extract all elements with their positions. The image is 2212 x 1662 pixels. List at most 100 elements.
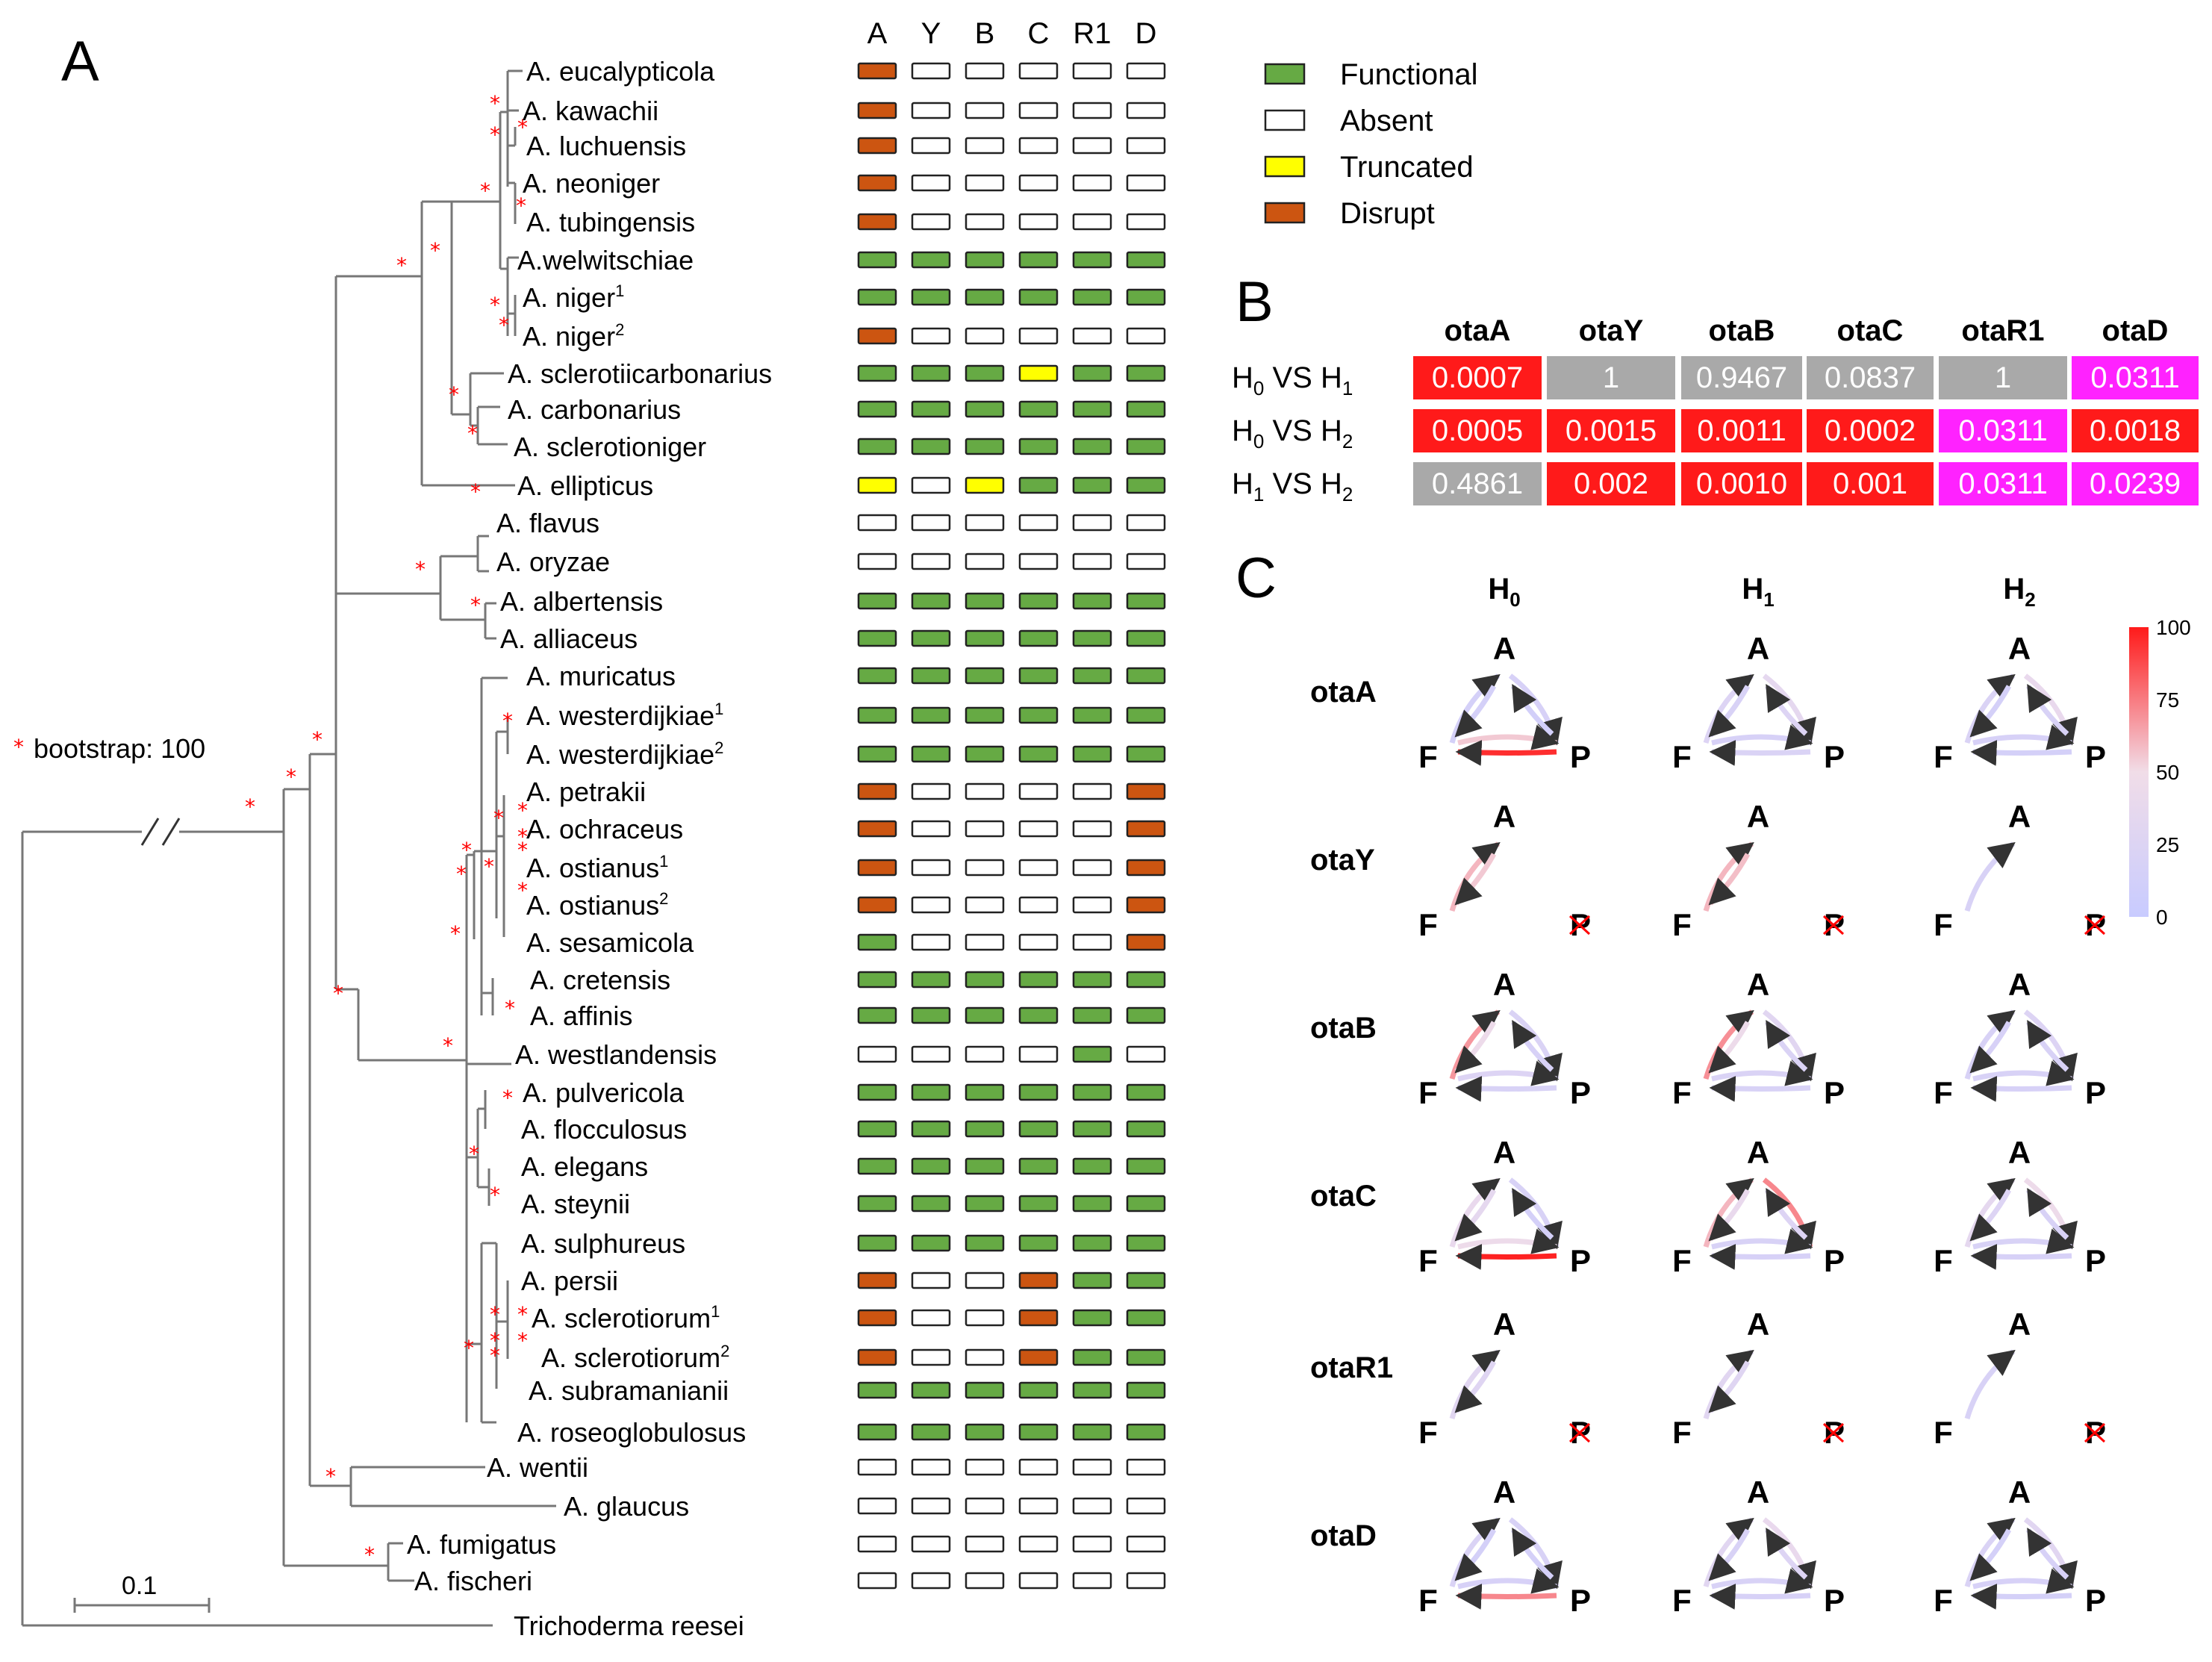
transition-network: A F P	[1672, 967, 1845, 1110]
legend-swatch	[1264, 202, 1306, 224]
taxon-label: A. westlandensis	[515, 1039, 717, 1070]
transition-arrow	[1970, 1243, 2072, 1270]
status-cell	[1126, 1423, 1166, 1441]
status-cell	[1072, 364, 1112, 382]
status-cell	[1072, 476, 1112, 494]
status-cell	[1018, 1157, 1059, 1175]
table-cell	[2072, 462, 2199, 505]
taxon-label: A. persii	[521, 1266, 618, 1296]
transition-arrow	[1457, 1228, 1560, 1254]
node-p-label: P	[1824, 1075, 1845, 1110]
table-row-label: H1 VS H2	[1232, 467, 1353, 505]
status-cell	[1018, 859, 1059, 877]
node-p-label: P	[1570, 739, 1591, 774]
bootstrap-star-icon: *	[484, 854, 494, 879]
status-cell	[1126, 1572, 1166, 1590]
taxon-label: A. ochraceus	[526, 814, 683, 844]
status-cell	[1018, 1381, 1059, 1399]
legend-swatch	[1264, 155, 1306, 178]
status-cell	[1126, 62, 1166, 80]
bootstrap-star-icon: *	[286, 765, 296, 789]
node-p-label: P	[2085, 1583, 2106, 1618]
bootstrap-star-icon: *	[245, 794, 255, 819]
status-cell	[857, 1157, 897, 1175]
status-cell	[911, 896, 951, 914]
status-cell	[1018, 1572, 1059, 1590]
status-cell	[1072, 933, 1112, 951]
status-cell	[911, 438, 951, 455]
status-cell	[857, 400, 897, 418]
transition-arrow	[1709, 1243, 1811, 1270]
status-cell	[965, 745, 1005, 763]
taxon-label: A. ostianus1	[526, 852, 668, 883]
table-cell-value: 0.0011	[1697, 414, 1786, 447]
status-cell	[1018, 1423, 1059, 1441]
bootstrap-star-icon: *	[505, 996, 515, 1021]
status-cell	[1072, 1045, 1112, 1063]
status-cell	[911, 1195, 951, 1213]
transition-network: A F P	[1672, 1135, 1845, 1278]
bootstrap-star-icon: *	[456, 862, 467, 886]
status-cell	[1018, 102, 1059, 119]
status-cell	[911, 514, 951, 532]
node-a-label: A	[2008, 799, 2031, 834]
status-cell	[911, 1157, 951, 1175]
status-cell	[1018, 137, 1059, 155]
status-cell	[1126, 137, 1166, 155]
status-cell	[1018, 174, 1059, 192]
taxon-label: A. sclerotiorum1	[532, 1302, 720, 1333]
taxon-label: A. affinis	[530, 1000, 632, 1031]
status-cell	[965, 1234, 1005, 1252]
status-cell	[1018, 1348, 1059, 1366]
gene-header-c: C	[1028, 17, 1050, 50]
model-header: H2	[2003, 573, 2035, 611]
bootstrap-star-icon: *	[490, 122, 500, 147]
status-cell	[911, 400, 951, 418]
transition-arrow	[1454, 853, 1497, 906]
status-cell	[857, 62, 897, 80]
status-cell	[1072, 327, 1112, 345]
status-cell	[857, 438, 897, 455]
table-cell-value: 0.0010	[1696, 467, 1787, 500]
status-cell	[1072, 438, 1112, 455]
node-p-label: P	[1570, 1583, 1591, 1618]
status-cell	[965, 1272, 1005, 1289]
status-cell	[1126, 400, 1166, 418]
phylogenetic-tree	[21, 69, 556, 1627]
colorbar-tick-label: 100	[2156, 616, 2191, 639]
transition-arrow	[1969, 1528, 2012, 1581]
table-cell-value: 0.0007	[1432, 361, 1523, 394]
bootstrap-star-icon: *	[517, 798, 528, 823]
status-cell	[911, 1458, 951, 1476]
status-cell	[1072, 213, 1112, 231]
node-a-label: A	[2008, 1475, 2031, 1510]
status-cell	[1126, 667, 1166, 685]
table-cell	[1547, 356, 1675, 399]
bootstrap-star-icon: *	[517, 1302, 528, 1327]
legend-label: Absent	[1340, 105, 1433, 137]
status-cell	[1126, 1309, 1166, 1327]
taxon-label: A. sclerotiicarbonarius	[508, 358, 772, 389]
status-cell	[965, 971, 1005, 989]
bootstrap-star-icon: *	[502, 709, 513, 733]
status-cell	[1126, 933, 1166, 951]
status-cell	[1018, 288, 1059, 306]
status-cell	[1126, 1157, 1166, 1175]
status-cell	[857, 1381, 897, 1399]
transition-arrow	[1709, 739, 1811, 766]
table-cell-value: 0.0005	[1432, 414, 1523, 447]
status-cell	[965, 667, 1005, 685]
transition-network: A F P	[1934, 631, 2106, 774]
status-cell	[911, 1006, 951, 1024]
status-cell	[965, 896, 1005, 914]
model-header: H1	[1742, 573, 1774, 611]
bootstrap-star-icon: *	[312, 727, 323, 752]
node-f-label: F	[1418, 739, 1438, 774]
status-cell	[911, 1535, 951, 1553]
transition-arrow	[1455, 1583, 1557, 1610]
status-cell	[965, 706, 1005, 724]
status-cell	[965, 62, 1005, 80]
status-cell	[857, 364, 897, 382]
taxon-label: A. kawachii	[523, 96, 658, 126]
model-header: H0	[1488, 573, 1520, 611]
